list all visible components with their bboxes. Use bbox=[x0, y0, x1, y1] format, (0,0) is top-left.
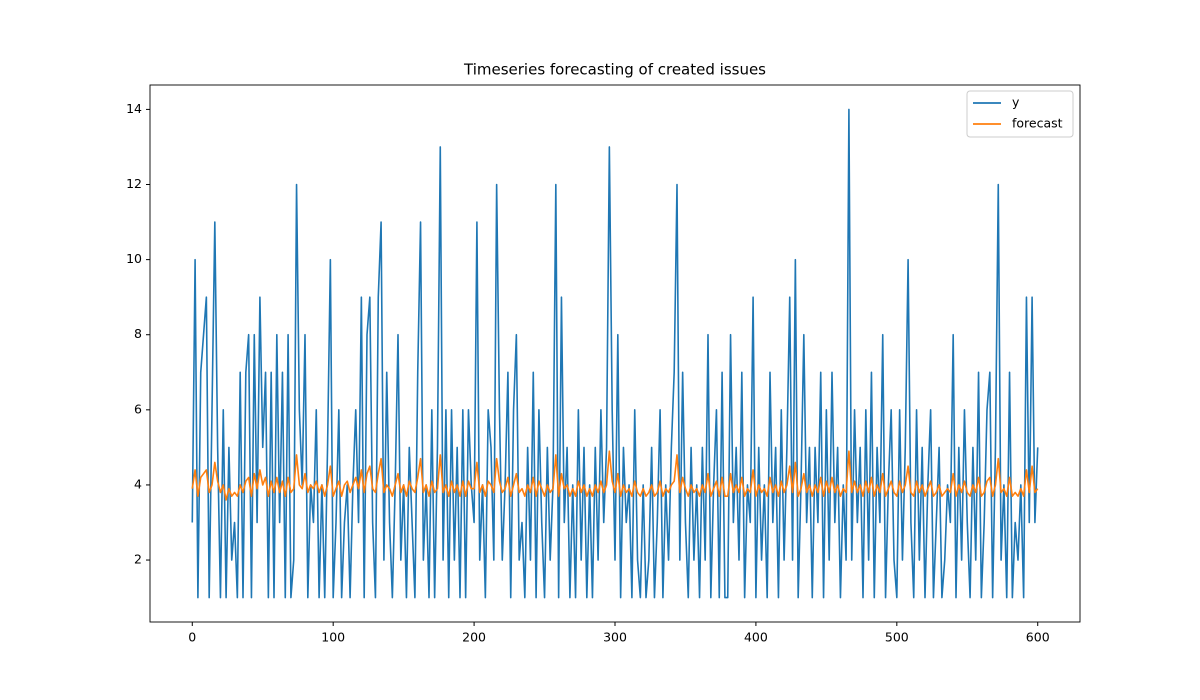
series-line bbox=[191, 108, 1039, 599]
x-tick-label: 300 bbox=[603, 630, 627, 645]
x-tick-label: 600 bbox=[1026, 630, 1050, 645]
x-tick-label: 100 bbox=[321, 630, 345, 645]
legend-label: y bbox=[1012, 95, 1020, 110]
legend-label: forecast bbox=[1012, 116, 1063, 131]
series-line bbox=[191, 450, 1039, 501]
y-tick-label: 4 bbox=[134, 476, 142, 491]
x-tick-label: 500 bbox=[885, 630, 909, 645]
x-tick-label: 200 bbox=[462, 630, 486, 645]
y-tick-label: 12 bbox=[126, 176, 142, 191]
chart-title: Timeseries forecasting of created issues bbox=[463, 61, 766, 79]
x-tick-label: 400 bbox=[744, 630, 768, 645]
x-tick-label: 0 bbox=[188, 630, 196, 645]
y-tick-label: 8 bbox=[134, 326, 142, 341]
plot-frame bbox=[149, 84, 1081, 623]
y-tick-label: 14 bbox=[126, 101, 142, 116]
y-tick-label: 10 bbox=[126, 251, 142, 266]
y-tick-label: 6 bbox=[134, 401, 142, 416]
y-tick-label: 2 bbox=[134, 552, 142, 567]
